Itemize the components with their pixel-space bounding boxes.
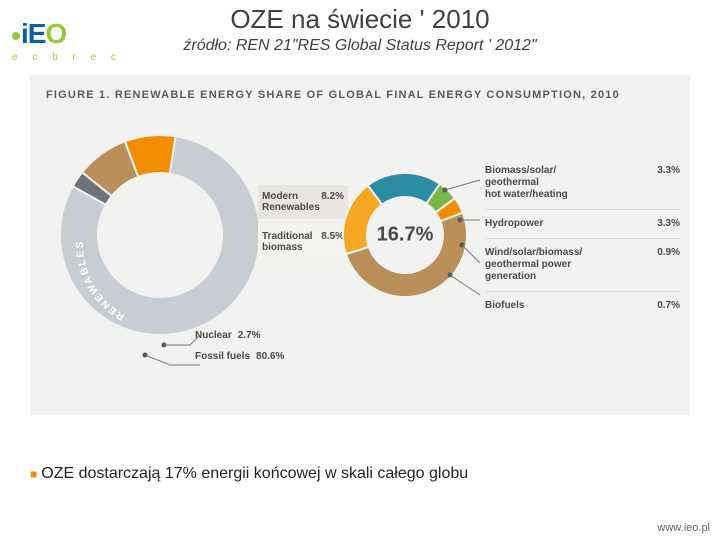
rl-1-val: 3.3% [657, 218, 680, 229]
donut-global: RENEWABLES [55, 130, 265, 340]
rl-2-val: 0.9% [657, 247, 680, 258]
logo-subtext: e c b r e c [12, 52, 122, 63]
label-traditional-biomass: Traditional biomass [262, 231, 321, 253]
figure-title: FIGURE 1. RENEWABLE ENERGY SHARE OF GLOB… [30, 75, 690, 101]
bottom-labels: Nuclear 2.7% Fossil fuels 80.6% [195, 320, 284, 362]
rl-0-val: 3.3% [657, 165, 680, 176]
footer-url: www.ieo.pl [657, 522, 710, 534]
bullet-text: ■OZE dostarczają 17% energii końcowej w … [30, 465, 468, 483]
rl-3-val: 0.7% [657, 300, 680, 311]
rl-3-name: Biofuels [485, 300, 524, 312]
figure-panel: FIGURE 1. RENEWABLE ENERGY SHARE OF GLOB… [30, 75, 690, 415]
value-fossil: 80.6% [256, 351, 284, 362]
donut2-center: 16.7% [377, 224, 434, 247]
rl-1-name: Hydropower [485, 218, 543, 230]
rl-2-name: Wind/solar/biomass/ geothermal power gen… [485, 247, 582, 283]
label-fossil: Fossil fuels [195, 351, 250, 362]
donut-renewables: 16.7% [340, 170, 470, 300]
rl-0-name: Biomass/solar/ geothermal hot water/heat… [485, 165, 568, 201]
mid-labels: Modern Renewables 8.2% Traditional bioma… [258, 185, 348, 259]
logo: iEO e c b r e c [12, 18, 122, 63]
label-modern-renewables: Modern Renewables [262, 191, 321, 213]
label-nuclear: Nuclear [195, 330, 232, 341]
right-labels: Biomass/solar/ geothermal hot water/heat… [485, 157, 680, 320]
value-nuclear: 2.7% [238, 330, 261, 341]
